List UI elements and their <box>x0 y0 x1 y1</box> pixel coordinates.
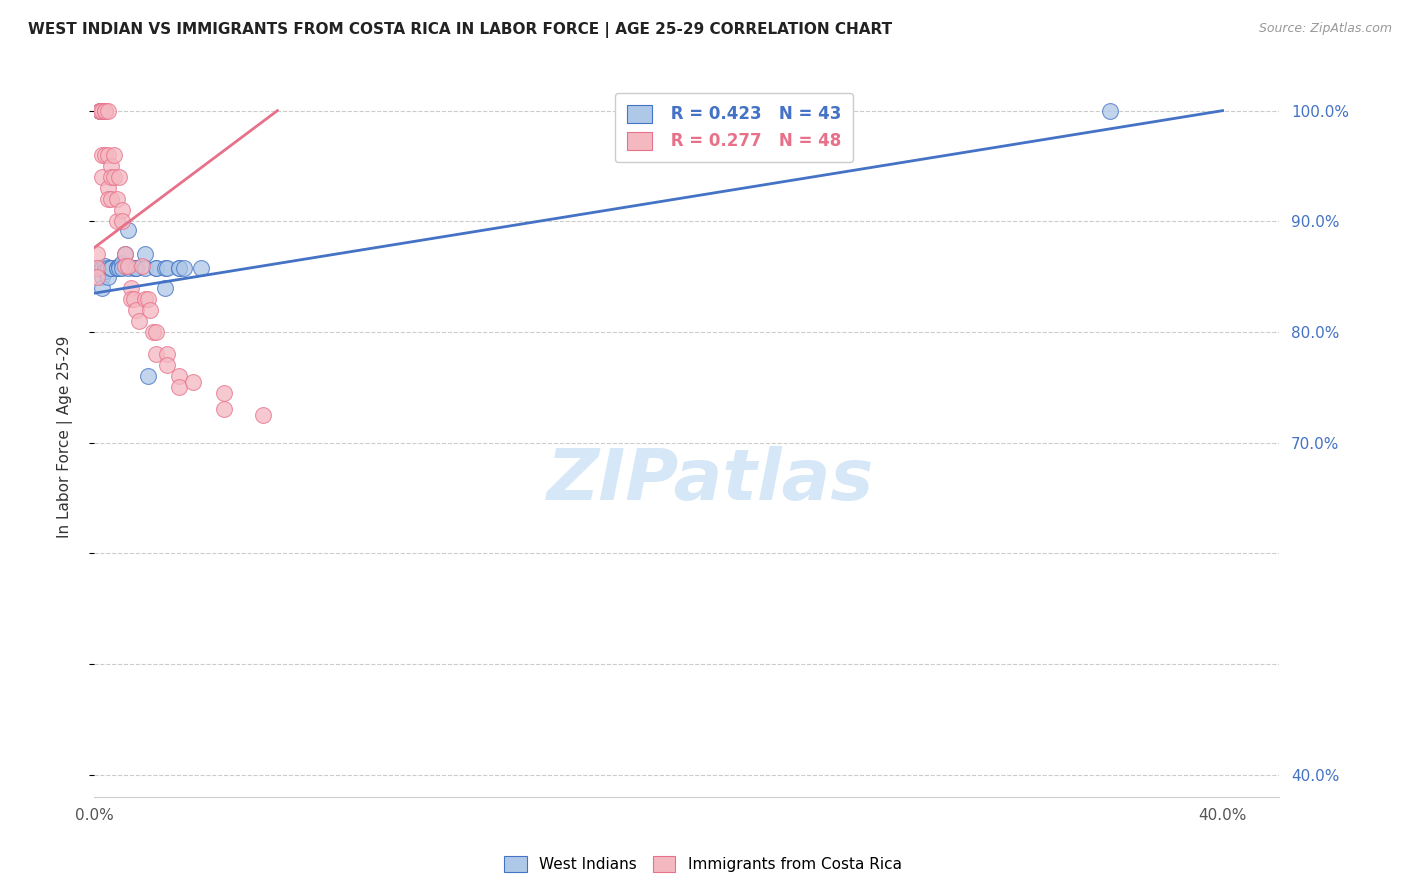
Point <box>91 260 114 275</box>
Point <box>97 260 120 275</box>
Point <box>134 247 156 261</box>
Point <box>100 159 122 173</box>
Point <box>167 260 190 275</box>
Point <box>97 269 120 284</box>
Point <box>212 385 235 400</box>
Point <box>139 302 162 317</box>
Point <box>128 314 150 328</box>
Point <box>156 347 179 361</box>
Point <box>167 369 190 384</box>
Point <box>91 169 114 184</box>
Point <box>111 214 134 228</box>
Point <box>94 264 117 278</box>
Point <box>86 269 108 284</box>
Point <box>190 260 212 275</box>
Legend:  R = 0.423   N = 43,  R = 0.277   N = 48: R = 0.423 N = 43, R = 0.277 N = 48 <box>614 93 853 162</box>
Point <box>117 223 139 237</box>
Point <box>153 260 176 275</box>
Point <box>145 260 167 275</box>
Point <box>100 169 122 184</box>
Point <box>100 192 122 206</box>
Point <box>125 260 148 275</box>
Point <box>94 148 117 162</box>
Point <box>212 402 235 417</box>
Point <box>134 260 156 275</box>
Point <box>100 260 122 275</box>
Point <box>105 192 128 206</box>
Point <box>114 259 136 273</box>
Point <box>86 260 108 275</box>
Point <box>117 259 139 273</box>
Point <box>86 260 108 275</box>
Point <box>91 260 114 275</box>
Point <box>156 260 179 275</box>
Point <box>97 103 120 118</box>
Point <box>100 260 122 275</box>
Point <box>91 269 114 284</box>
Point <box>89 103 111 118</box>
Point <box>167 260 190 275</box>
Point <box>1098 103 1121 118</box>
Point <box>136 369 159 384</box>
Point <box>153 281 176 295</box>
Point <box>97 192 120 206</box>
Point <box>145 325 167 339</box>
Point <box>91 281 114 295</box>
Point <box>108 259 131 273</box>
Point <box>89 103 111 118</box>
Point <box>134 292 156 306</box>
Text: Source: ZipAtlas.com: Source: ZipAtlas.com <box>1258 22 1392 36</box>
Point <box>120 281 142 295</box>
Point <box>252 408 274 422</box>
Y-axis label: In Labor Force | Age 25-29: In Labor Force | Age 25-29 <box>58 336 73 538</box>
Point <box>114 247 136 261</box>
Point <box>114 247 136 261</box>
Point <box>91 103 114 118</box>
Point <box>111 260 134 275</box>
Point <box>91 103 114 118</box>
Point <box>156 358 179 372</box>
Point <box>105 260 128 275</box>
Legend: West Indians, Immigrants from Costa Rica: West Indians, Immigrants from Costa Rica <box>496 848 910 880</box>
Point <box>94 103 117 118</box>
Point <box>145 260 167 275</box>
Point <box>105 214 128 228</box>
Point <box>122 292 145 306</box>
Point <box>181 375 204 389</box>
Point <box>108 260 131 275</box>
Point <box>91 260 114 275</box>
Point <box>125 260 148 275</box>
Point <box>97 181 120 195</box>
Point <box>120 292 142 306</box>
Point <box>89 103 111 118</box>
Point <box>111 256 134 270</box>
Point <box>167 380 190 394</box>
Point <box>131 259 153 273</box>
Point <box>86 260 108 275</box>
Point <box>111 203 134 218</box>
Point <box>89 103 111 118</box>
Point <box>145 347 167 361</box>
Point <box>122 260 145 275</box>
Text: ZIPatlas: ZIPatlas <box>547 446 875 515</box>
Point <box>86 247 108 261</box>
Point <box>94 259 117 273</box>
Text: WEST INDIAN VS IMMIGRANTS FROM COSTA RICA IN LABOR FORCE | AGE 25-29 CORRELATION: WEST INDIAN VS IMMIGRANTS FROM COSTA RIC… <box>28 22 893 38</box>
Point <box>142 325 165 339</box>
Point <box>117 260 139 275</box>
Point <box>97 148 120 162</box>
Point <box>173 260 195 275</box>
Point <box>105 260 128 275</box>
Point <box>94 103 117 118</box>
Point <box>91 148 114 162</box>
Point <box>94 264 117 278</box>
Point <box>108 169 131 184</box>
Point <box>136 292 159 306</box>
Point <box>103 148 125 162</box>
Point <box>103 169 125 184</box>
Point <box>125 302 148 317</box>
Point <box>91 260 114 275</box>
